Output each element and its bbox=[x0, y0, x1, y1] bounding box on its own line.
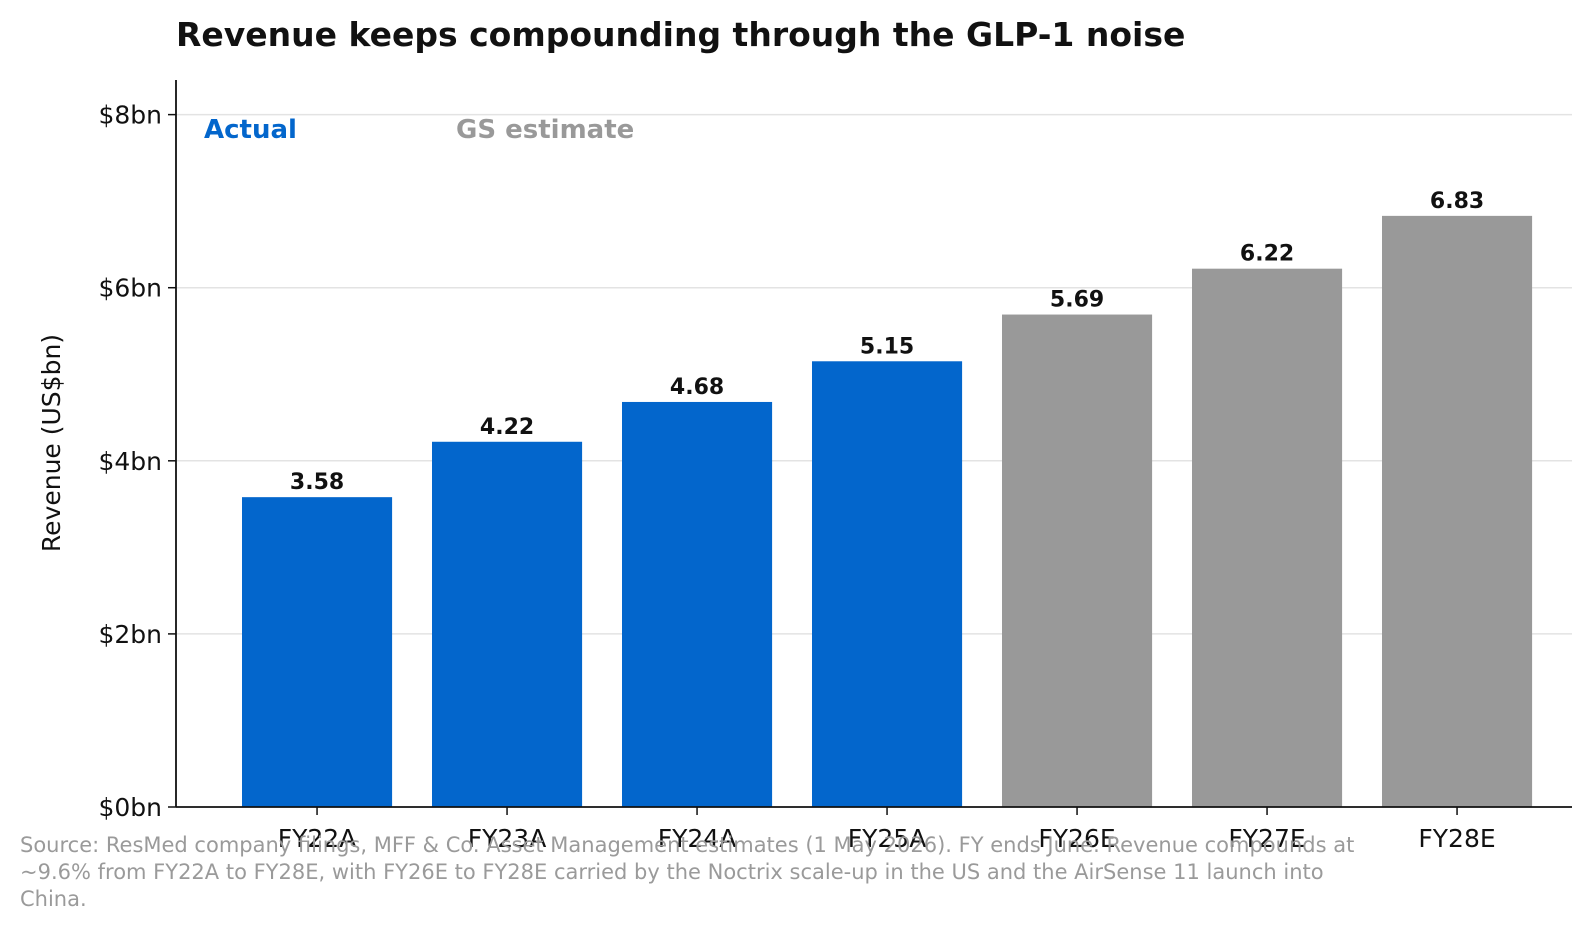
x-tick-label-fy26e: FY26E bbox=[1038, 824, 1115, 853]
y-tick-label: $6bn bbox=[98, 274, 162, 303]
x-tick-label-fy27e: FY27E bbox=[1228, 824, 1305, 853]
axes: $0bn $2bn $4bn $6bn $8bn FY22A FY23A FY24A FY25A… bbox=[98, 80, 1572, 853]
legend-gs-estimate: GS estimate bbox=[456, 115, 634, 145]
x-tick-label-fy24a: FY24A bbox=[658, 824, 737, 853]
x-tick-label-fy23a: FY23A bbox=[468, 824, 547, 853]
legend: Actual GS estimate bbox=[204, 115, 634, 145]
data-label-fy22a: 3.58 bbox=[290, 470, 344, 495]
x-tick-label-fy25a: FY25A bbox=[848, 824, 927, 853]
chart-title: Revenue keeps compounding through the GL… bbox=[176, 15, 1185, 54]
x-tick-label-fy28e: FY28E bbox=[1418, 824, 1495, 853]
data-label-fy26e: 5.69 bbox=[1050, 288, 1104, 313]
y-tick-label: $4bn bbox=[98, 447, 162, 476]
bar-fy28e bbox=[1382, 215, 1533, 807]
data-label-fy28e: 6.83 bbox=[1430, 189, 1484, 214]
legend-actual: Actual bbox=[204, 115, 297, 145]
data-label-fy23a: 4.22 bbox=[480, 415, 534, 440]
y-tick-label: $2bn bbox=[98, 620, 162, 649]
y-tick-label: $8bn bbox=[98, 101, 162, 130]
data-label-fy25a: 5.15 bbox=[860, 334, 914, 359]
bar-fy23a bbox=[432, 441, 583, 807]
bar-fy27e bbox=[1192, 268, 1343, 807]
y-axis-label: Revenue (US$bn) bbox=[37, 334, 66, 552]
data-label-fy27e: 6.22 bbox=[1240, 242, 1294, 267]
x-tick-label-fy22a: FY22A bbox=[278, 824, 357, 853]
bars bbox=[242, 215, 1533, 807]
bar-fy24a bbox=[622, 401, 773, 807]
source-note: Source: ResMed company filings, MFF & Co… bbox=[20, 833, 1355, 911]
bar-fy25a bbox=[812, 361, 963, 807]
data-labels: 3.58 4.22 4.68 5.15 5.69 6.22 6.83 bbox=[290, 189, 1484, 495]
data-label-fy24a: 4.68 bbox=[670, 375, 724, 400]
bar-fy22a bbox=[242, 497, 393, 807]
bar-fy26e bbox=[1002, 314, 1153, 807]
y-tick-label: $0bn bbox=[98, 793, 162, 822]
